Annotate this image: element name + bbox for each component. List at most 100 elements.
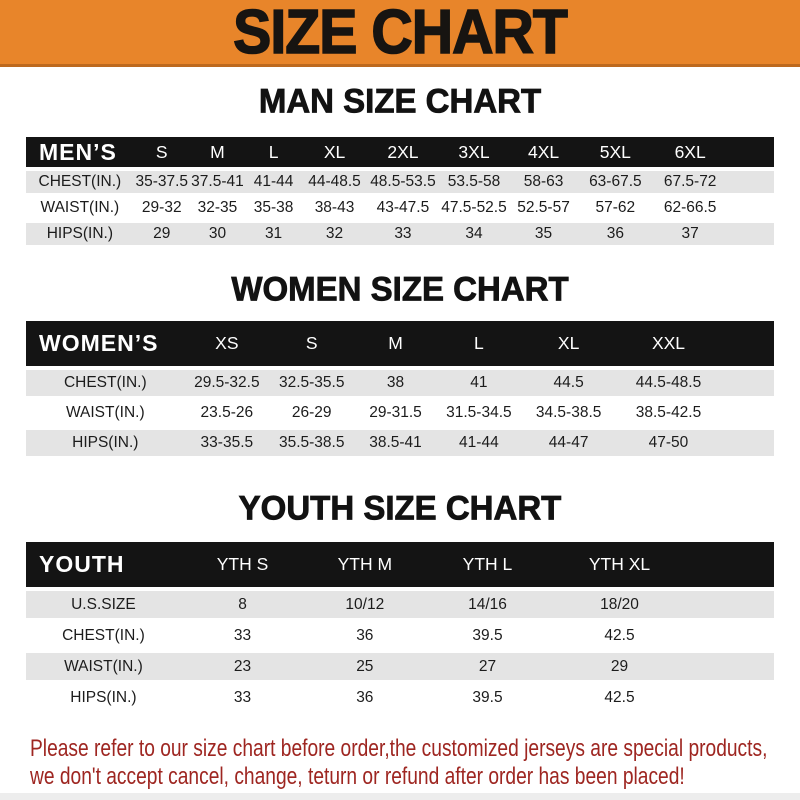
size-value-cell: 62-66.5 (663, 199, 717, 216)
size-value-cell: 32.5-35.5 (278, 374, 345, 391)
size-value-cell: 44.5-48.5 (635, 374, 702, 391)
row-label: CHEST(IN.) (62, 626, 145, 644)
size-column-header: L (474, 333, 484, 353)
size-value-cell: 23.5-26 (200, 404, 254, 421)
size-value-cell: 32-35 (197, 199, 238, 216)
size-column-header: YTH S (216, 554, 269, 574)
table-header-row: MEN’S S M L XL 2XL 3XL 4XL 5XL 6XL (26, 137, 774, 167)
youth-size-chart-section: YOUTH SIZE CHART YOUTH YTH S YTH M YTH L YTH… (0, 460, 800, 715)
size-value-cell: 10/12 (345, 595, 385, 613)
size-column-header: XXL (651, 333, 686, 353)
size-value-cell: 41 (470, 374, 488, 391)
size-value-cell: 31.5-34.5 (446, 404, 512, 421)
size-value-cell: 18/20 (600, 595, 639, 613)
row-label: HIPS(IN.) (46, 225, 113, 242)
size-value-cell: 31 (264, 225, 283, 242)
size-column-header: 5XL (599, 141, 631, 162)
men-size-table: MEN’S S M L XL 2XL 3XL 4XL 5XL 6XL CHEST(IN.) 35-37… (26, 133, 774, 249)
row-label: WAIST(IN.) (64, 657, 143, 675)
spacer-cell (728, 197, 774, 219)
table-header-row: YOUTH YTH S YTH M YTH L YTH XL (26, 542, 774, 587)
size-column-header: S (155, 141, 168, 162)
size-value-cell: 39.5 (472, 688, 503, 706)
spacer-cell (689, 591, 774, 618)
size-value-cell: 35.5-38.5 (278, 434, 345, 451)
size-value-cell: 33 (233, 626, 252, 644)
size-value-cell: 30 (208, 225, 227, 242)
spacer-cell (728, 223, 774, 245)
size-value-cell: 29-32 (141, 199, 182, 216)
spacer-cell (721, 400, 774, 426)
spacer-cell (728, 137, 774, 167)
size-value-cell: 33-35.5 (200, 434, 254, 451)
size-value-cell: 47-50 (648, 434, 689, 451)
size-value-cell: 29.5-32.5 (194, 374, 260, 391)
table-row: CHEST(IN.) 35-37.5 37.5-41 41-44 44-48.5 48.5… (26, 171, 774, 193)
spacer-cell (689, 684, 774, 711)
table-row: HIPS(IN.) 29 30 31 32 33 34 35 36 37 (26, 223, 774, 245)
size-column-header: 2XL (387, 141, 419, 162)
size-value-cell: 38.5-42.5 (635, 404, 702, 421)
table-row: HIPS(IN.) 33-35.5 35.5-38.5 38.5-41 41-44 44-… (26, 430, 774, 456)
footer-notice: Please refer to our size chart before or… (0, 715, 800, 791)
size-value-cell: 52.5-57 (517, 199, 570, 216)
table-corner-label: MEN’S (39, 138, 117, 165)
row-label: WAIST(IN.) (65, 404, 145, 421)
size-value-cell: 36 (356, 688, 374, 706)
youth-section-title: YOUTH SIZE CHART (238, 488, 562, 527)
size-value-cell: 44.5 (553, 374, 584, 391)
size-column-header: L (268, 141, 279, 162)
table-row: WAIST(IN.) 23.5-26 26-29 29-31.5 31.5-34.5 34… (26, 400, 774, 426)
size-value-cell: 35 (534, 225, 553, 242)
spacer-cell (728, 171, 774, 193)
man-section-title: MAN SIZE CHART (258, 81, 542, 120)
size-column-header: M (210, 141, 225, 162)
spacer-cell (689, 542, 774, 587)
size-value-cell: 34.5-38.5 (535, 404, 602, 421)
banner-title: SIZE CHART (232, 0, 568, 67)
women-size-chart-section: WOMEN SIZE CHART WOMEN’S XS S M L XL XXL CHEST(… (0, 249, 800, 460)
table-corner-label: WOMEN’S (39, 330, 159, 356)
size-value-cell: 29 (610, 657, 629, 675)
women-section-title: WOMEN SIZE CHART (231, 269, 569, 308)
table-header-row: WOMEN’S XS S M L XL XXL (26, 321, 774, 366)
size-value-cell: 63-67.5 (589, 173, 642, 190)
spacer-cell (721, 370, 774, 396)
size-value-cell: 25 (356, 657, 374, 675)
table-row: HIPS(IN.) 33 36 39.5 42.5 (26, 684, 774, 711)
row-label: HIPS(IN.) (72, 434, 139, 451)
size-column-header: XS (215, 333, 239, 353)
size-value-cell: 33 (394, 225, 412, 242)
size-column-header: 6XL (674, 141, 706, 162)
spacer-cell (721, 430, 774, 456)
banner: SIZE CHART (0, 0, 800, 67)
table-row: WAIST(IN.) 23 25 27 29 (26, 653, 774, 680)
size-value-cell: 38-43 (314, 199, 355, 216)
size-value-cell: 36 (606, 225, 624, 242)
size-value-cell: 67.5-72 (663, 173, 717, 190)
size-value-cell: 14/16 (468, 595, 507, 613)
size-value-cell: 38.5-41 (369, 434, 422, 451)
size-column-header: 3XL (458, 141, 490, 162)
women-size-table: WOMEN’S XS S M L XL XXL CHEST(IN.) 29.5-32.5 32.5… (26, 317, 774, 460)
size-value-cell: 48.5-53.5 (370, 173, 436, 190)
row-label: CHEST(IN.) (63, 374, 147, 391)
size-column-header: YTH XL (588, 554, 651, 574)
row-label: HIPS(IN.) (70, 688, 137, 706)
size-value-cell: 23 (233, 657, 252, 675)
size-value-cell: 38 (386, 374, 405, 391)
table-row: CHEST(IN.) 29.5-32.5 32.5-35.5 38 41 44.5 44.5… (26, 370, 774, 396)
size-value-cell: 57-62 (595, 199, 636, 216)
bottom-edge-strip (0, 793, 800, 800)
size-column-header: S (305, 333, 318, 353)
row-label: U.S.SIZE (71, 595, 136, 613)
table-corner-label: YOUTH (39, 551, 125, 577)
size-column-header: YTH M (337, 554, 393, 574)
size-value-cell: 58-63 (523, 173, 564, 190)
size-value-cell: 35-37.5 (135, 173, 189, 190)
size-value-cell: 34 (465, 225, 483, 242)
size-value-cell: 29-31.5 (369, 404, 422, 421)
spacer-cell (689, 622, 774, 649)
size-column-header: 4XL (527, 141, 560, 162)
